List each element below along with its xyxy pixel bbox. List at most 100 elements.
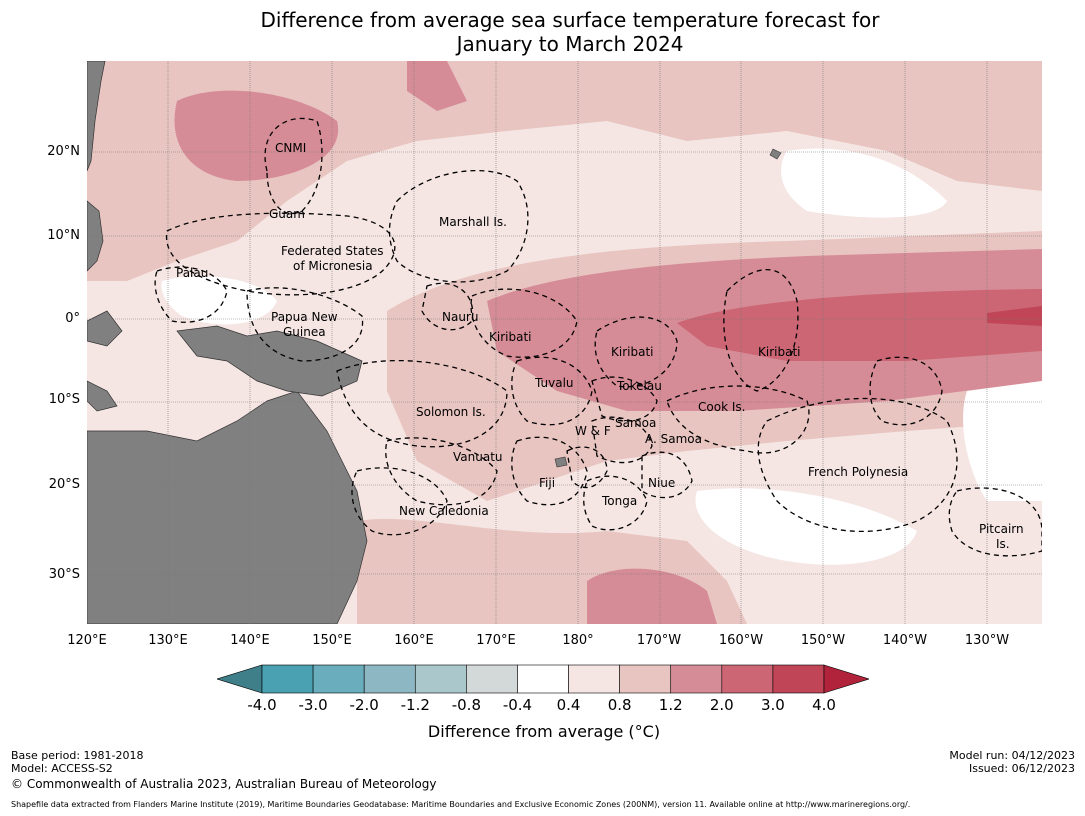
label-american-samoa: A. Samoa: [645, 432, 702, 446]
label-marshall: Marshall Is.: [439, 215, 507, 229]
model-run-text: Model run: 04/12/2023: [949, 749, 1075, 762]
eez-cnmi: [264, 117, 323, 215]
anomaly-band-1.2-2.0-nw: [174, 90, 339, 181]
eez-pitcairn: [948, 487, 1042, 557]
colorbar-tick-label: -0.8: [451, 696, 481, 714]
colorbar-tick-label: -4.0: [247, 696, 277, 714]
lon-label-170e: 170°E: [476, 633, 516, 648]
lon-label-170w: 170°W: [636, 633, 682, 648]
label-fiji: Fiji: [539, 476, 555, 490]
label-nauru: Nauru: [442, 310, 478, 324]
label-tokelau: Tokelau: [616, 379, 662, 393]
lon-label-120e: 120°E: [67, 633, 107, 648]
hawaii-island: [769, 148, 782, 160]
base-period-text: Base period: 1981-2018: [11, 749, 144, 762]
lon-label-130e: 130°E: [148, 633, 188, 648]
label-fsm-1: Federated States: [281, 244, 383, 258]
colorbar-tick-label: 4.0: [812, 696, 836, 714]
label-new-caledonia: New Caledonia: [399, 504, 489, 518]
label-cook: Cook Is.: [698, 400, 745, 414]
copyright-text: © Commonwealth of Australia 2023, Austra…: [11, 777, 437, 791]
eez-french-polynesia-north: [869, 356, 943, 426]
colorbar-tick-label: -1.2: [400, 696, 430, 714]
label-wf: W & F: [575, 424, 611, 438]
label-tonga: Tonga: [601, 494, 637, 508]
label-samoa: Samoa: [615, 416, 656, 430]
colorbar: [217, 664, 869, 694]
colorbar-arrow-low: [217, 664, 263, 694]
new-guinea-landmass: [176, 325, 363, 397]
lat-label-30s: 30°S: [48, 567, 80, 582]
lon-label-160e: 160°E: [394, 633, 434, 648]
colorbar-tick-label: -2.0: [349, 696, 379, 714]
eez-tokelau: [591, 376, 658, 422]
colorbar-tick-label: 1.2: [658, 696, 683, 714]
philippines-landmass: [87, 61, 106, 172]
label-cnmi: CNMI: [275, 141, 306, 155]
colorbar-tick-label: -3.0: [298, 696, 328, 714]
label-kiribati-central: Kiribati: [611, 345, 653, 359]
anomaly-band-3.0-4.0: [987, 306, 1042, 326]
eez-cook: [666, 385, 810, 454]
label-solomon: Solomon Is.: [416, 405, 486, 419]
label-niue: Niue: [648, 476, 675, 490]
colorbar-tick-label: 2.0: [709, 696, 734, 714]
eez-kiribati-east: [723, 268, 799, 392]
lat-label-10n: 10°N: [47, 228, 80, 243]
label-tuvalu: Tuvalu: [534, 376, 574, 390]
label-kiribati-east: Kiribati: [758, 345, 800, 359]
eez-boundaries: [154, 117, 1042, 557]
australia-landmass: [87, 390, 368, 624]
label-png-1: Papua New: [271, 310, 338, 324]
map-canvas: CNMI Guam Marshall Is. Federated States …: [87, 61, 1042, 624]
colorbar-segment: [466, 664, 518, 694]
eez-niue: [641, 451, 693, 499]
colorbar-segment: [670, 664, 723, 694]
eez-fsm: [165, 212, 396, 296]
lon-label-140e: 140°E: [230, 633, 270, 648]
label-fsm-2: of Micronesia: [293, 259, 373, 273]
title-line-2: January to March 2024: [456, 32, 684, 56]
eez-tonga: [583, 475, 648, 531]
eez-tuvalu: [511, 356, 593, 426]
lon-label-130w: 130°W: [964, 633, 1010, 648]
eez-new-caledonia: [351, 467, 448, 536]
neutral-patch-east: [963, 381, 1042, 501]
anomaly-band-1.2-2.0-south: [587, 568, 717, 624]
lat-label-0: 0°: [65, 311, 80, 326]
colorbar-segment: [261, 664, 314, 694]
label-kiribati-west: Kiribati: [489, 330, 531, 344]
footer-right: Model run: 04/12/2023 Issued: 06/12/2023: [949, 749, 1075, 775]
colorbar-segment: [517, 664, 569, 694]
colorbar-arrow-high: [823, 664, 869, 694]
colorbar-segment: [568, 664, 620, 694]
sst-anomaly-map: CNMI Guam Marshall Is. Federated States …: [87, 61, 1042, 624]
eez-samoa: [591, 416, 653, 464]
eez-wallis: [566, 446, 608, 489]
neutral-patch-hawaii: [781, 148, 947, 218]
eez-solomon: [336, 359, 508, 448]
chart-title: Difference from average sea surface temp…: [0, 8, 1085, 56]
lat-label-20n: 20°N: [47, 144, 80, 159]
lon-label-140w: 140°W: [882, 633, 928, 648]
colorbar-tick-label: 3.0: [760, 696, 785, 714]
colorbar-tick-label: 0.8: [607, 696, 632, 714]
neutral-patch-south: [695, 488, 917, 565]
label-png-2: Guinea: [283, 325, 326, 339]
region-labels: CNMI Guam Marshall Is. Federated States …: [176, 141, 1024, 551]
label-french-polynesia: French Polynesia: [808, 465, 908, 479]
lon-label-160w: 160°W: [718, 633, 764, 648]
colorbar-segment: [721, 664, 774, 694]
eez-kiribati-central: [594, 316, 678, 388]
colorbar-segment: [772, 664, 825, 694]
anomaly-band-1.2-2.0-top: [407, 61, 467, 111]
footer-left: Base period: 1981-2018 Model: ACCESS-S2 …: [11, 749, 436, 791]
eez-vanuatu: [385, 437, 498, 506]
source-credit: Shapefile data extracted from Flanders M…: [11, 800, 911, 809]
anomaly-band-2.0-3.0: [677, 289, 1042, 361]
colorbar-segment: [312, 664, 365, 694]
lat-label-20s: 20°S: [48, 477, 80, 492]
neutral-patch-png: [161, 276, 277, 325]
colorbar-label: Difference from average (°C): [427, 722, 661, 741]
eez-fiji: [511, 436, 588, 506]
